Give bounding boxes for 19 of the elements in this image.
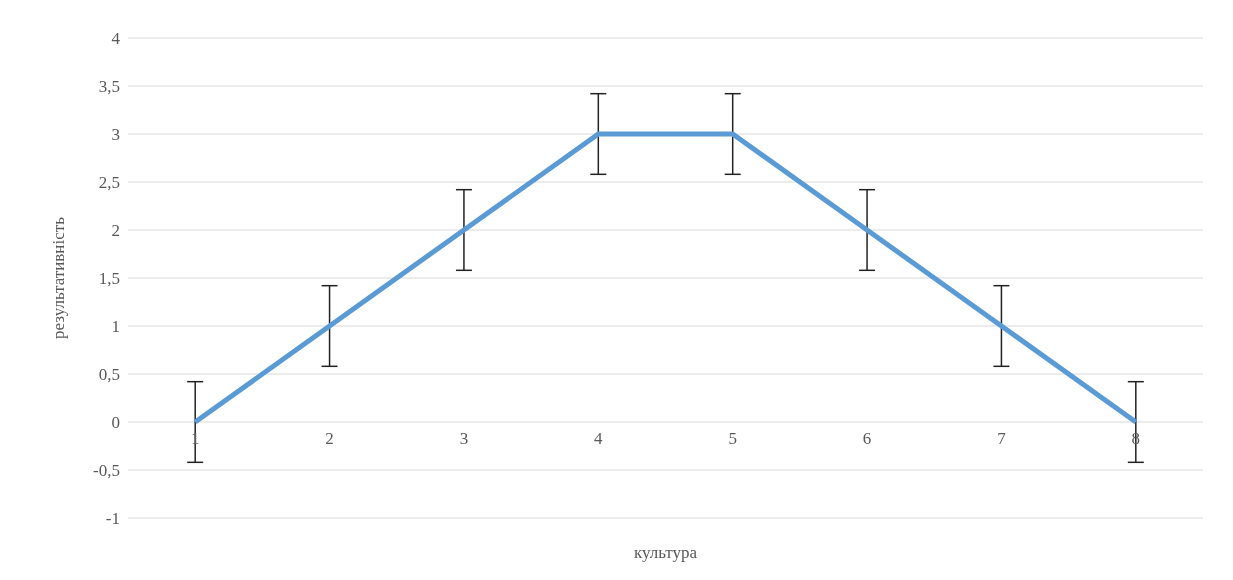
x-tick-label: 7 (997, 429, 1007, 448)
x-tick-label: 2 (325, 429, 334, 448)
y-tick-label: 4 (111, 29, 121, 49)
y-tick-label: 3,5 (98, 77, 120, 97)
y-axis-title: результативність (49, 216, 69, 339)
y-tick-label: 1 (111, 317, 120, 337)
y-tick-label: -1 (105, 509, 120, 529)
x-tick-label: 4 (594, 429, 604, 448)
x-tick-label: 3 (459, 429, 469, 448)
y-tick-label: 2 (111, 221, 120, 241)
x-tick-label: 5 (728, 429, 737, 448)
y-tick-label: 0,5 (98, 365, 120, 385)
y-tick-label: 3 (111, 125, 120, 145)
y-tick-label: 1,5 (98, 269, 120, 289)
y-tick-label: -0,5 (93, 461, 120, 481)
y-tick-label: 0 (111, 413, 120, 433)
x-axis-title: культура (633, 543, 698, 562)
x-tick-label: 6 (862, 429, 872, 448)
y-tick-label: 2,5 (98, 173, 120, 193)
